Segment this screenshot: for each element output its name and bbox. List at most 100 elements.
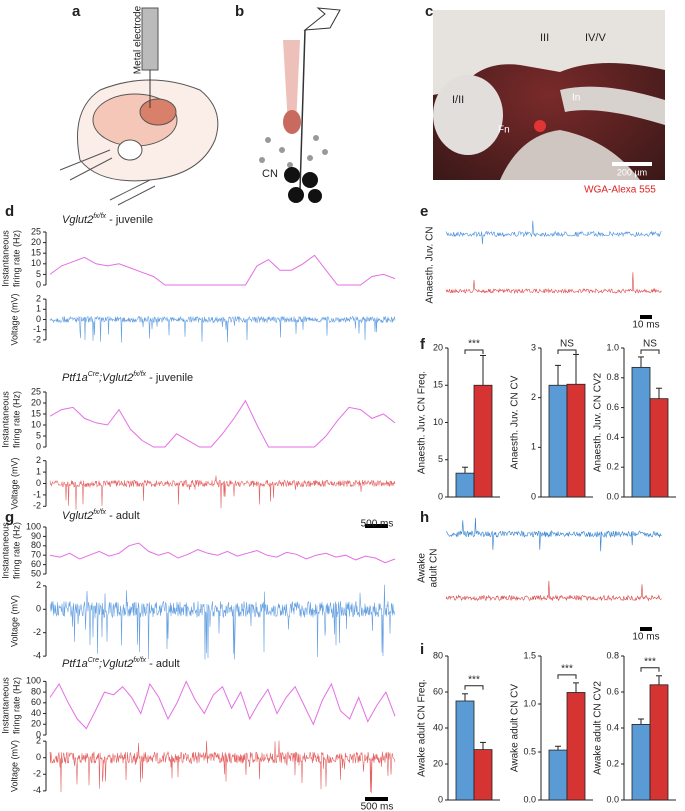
panel-label: f <box>420 336 426 353</box>
y-tick-label: 0 <box>36 729 41 739</box>
chart-title: Vglut2fx/fx - adult <box>62 509 140 522</box>
scale-label: 10 ms <box>632 320 659 331</box>
y-tick-label: 0 <box>36 441 41 451</box>
y-tick-label: -2 <box>33 769 41 779</box>
y-tick-label: 10 <box>433 417 443 427</box>
y-tick-label: 1.0 <box>523 698 536 708</box>
title-part: - adult <box>146 658 180 670</box>
y-axis-label: Voltage (mV) <box>9 293 19 345</box>
scale-label: 200 µm <box>617 167 647 177</box>
title-part: Ptf1a <box>62 658 88 670</box>
significance-label: *** <box>561 664 573 675</box>
y-tick-label: 100 <box>26 676 41 686</box>
y-tick-label: 2 <box>531 392 536 402</box>
bar <box>566 383 586 498</box>
y-axis-label: Instantaneous <box>0 522 10 579</box>
panel-label: i <box>420 641 424 658</box>
y-tick-label: 20 <box>31 719 41 729</box>
y-tick-label: 0.0 <box>606 491 619 501</box>
y-axis-label: firing rate (Hz) <box>11 522 21 579</box>
panel-label: b <box>235 3 244 20</box>
voltage-trace <box>49 740 396 793</box>
significance-bracket <box>640 667 660 672</box>
chart-title: Ptf1aCre;Vglut2fx/fx - adult <box>62 657 180 670</box>
bar <box>566 692 586 801</box>
raw-trace <box>445 220 662 245</box>
y-tick-label: 0 <box>36 279 41 289</box>
y-axis-label: Voltage (mV) <box>9 740 19 792</box>
y-tick-label: 15 <box>31 248 41 258</box>
y-tick-label: 20 <box>31 237 41 247</box>
significance-bracket <box>464 685 484 690</box>
region-label: IV/V <box>585 32 606 44</box>
y-tick-label: 0 <box>36 604 41 614</box>
region-label: I/II <box>452 94 464 106</box>
voltage-trace <box>49 584 396 660</box>
title-part: Ptf1a <box>62 372 88 384</box>
y-tick-label: 2 <box>36 736 41 746</box>
y-tick-label: -4 <box>33 785 41 795</box>
y-tick-label: 15 <box>31 408 41 418</box>
significance-label: *** <box>468 339 480 350</box>
trace-label: Anaesth. Juv. CN <box>425 226 436 303</box>
y-tick-label: 0 <box>36 752 41 762</box>
y-tick-label: -2 <box>33 627 41 637</box>
y-tick-label: 0.4 <box>606 722 619 732</box>
trace-label: adult CN <box>429 549 440 588</box>
y-tick-label: 80 <box>31 686 41 696</box>
scale-label: 500 ms <box>361 519 394 530</box>
significance-label: *** <box>644 656 656 667</box>
significance-label: NS <box>560 339 574 350</box>
y-tick-label: 10 <box>31 419 41 429</box>
title-part: - adult <box>106 510 140 522</box>
y-tick-label: 25 <box>31 386 41 396</box>
y-tick-label: 1 <box>531 442 536 452</box>
voltage-trace <box>49 315 396 343</box>
y-tick-label: 0 <box>531 491 536 501</box>
chart-title: Ptf1aCre;Vglut2fx/fx - juvenile <box>62 371 193 384</box>
y-tick-label: 100 <box>26 521 41 531</box>
y-tick-label: 1.0 <box>606 342 619 352</box>
y-tick-label: 80 <box>433 650 443 660</box>
y-tick-label: 10 <box>31 258 41 268</box>
region-label: In <box>572 93 580 104</box>
y-tick-label: 20 <box>433 758 443 768</box>
bar <box>548 384 568 498</box>
significance-bracket <box>464 349 484 354</box>
y-tick-label: -2 <box>33 334 41 344</box>
y-tick-label: 50 <box>31 568 41 578</box>
y-tick-label: 2 <box>36 455 41 465</box>
y-tick-label: 60 <box>31 559 41 569</box>
y-tick-label: 25 <box>31 226 41 236</box>
y-tick-label: 20 <box>31 397 41 407</box>
y-tick-label: 0.2 <box>606 758 619 768</box>
region-label: III <box>540 32 549 44</box>
y-axis-label: Awake adult CN CV <box>510 684 521 773</box>
y-tick-label: 70 <box>31 550 41 560</box>
title-part: ;Vglut2 <box>99 372 133 384</box>
y-tick-label: 0.5 <box>523 746 536 756</box>
y-tick-label: 0.6 <box>606 686 619 696</box>
y-axis-label: Instantaneous <box>0 230 10 287</box>
scale-label: 10 ms <box>632 632 659 643</box>
y-tick-label: 0 <box>438 794 443 804</box>
y-tick-label: 0.0 <box>523 794 536 804</box>
title-part: - juvenile <box>146 372 193 384</box>
y-tick-label: 0 <box>438 491 443 501</box>
y-tick-label: 3 <box>531 342 536 352</box>
y-tick-label: 40 <box>31 708 41 718</box>
title-part: fx/fx <box>133 371 146 378</box>
raw-trace <box>445 272 662 294</box>
y-tick-label: 60 <box>31 697 41 707</box>
bar <box>455 700 475 801</box>
title-part: Cre <box>88 371 99 378</box>
y-tick-label: -2 <box>33 501 41 511</box>
y-axis-label: Anaesth. Juv. CN Freq. <box>417 371 428 474</box>
y-tick-label: 5 <box>36 269 41 279</box>
significance-label: *** <box>468 674 480 685</box>
title-part: Vglut2 <box>62 510 93 522</box>
bar <box>631 366 651 498</box>
y-axis-label: firing rate (Hz) <box>11 677 21 734</box>
y-tick-label: 0 <box>36 314 41 324</box>
y-tick-label: 1 <box>36 466 41 476</box>
